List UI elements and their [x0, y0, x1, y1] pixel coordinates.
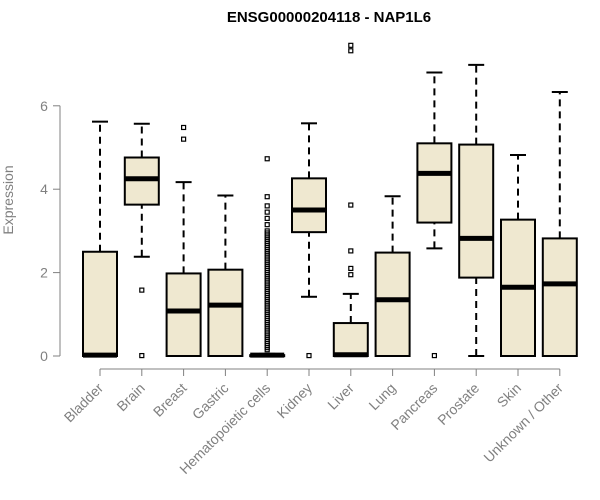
outlier-point — [139, 287, 145, 293]
x-tick-label: Bladder — [61, 380, 107, 426]
box-lung — [374, 195, 411, 357]
outlier-point — [264, 203, 270, 209]
outlier-point — [139, 352, 145, 359]
outlier-point — [306, 352, 312, 359]
x-tick-label: Breast — [150, 380, 190, 420]
box-breast — [165, 124, 202, 357]
outlier-point — [348, 248, 354, 254]
box-skin — [500, 154, 536, 357]
box-iqr — [374, 251, 411, 357]
x-tick-label: Skin — [494, 380, 525, 411]
box-iqr — [207, 268, 244, 357]
box-iqr — [82, 250, 118, 357]
x-tick-label: Kidney — [274, 380, 316, 422]
box-iqr — [416, 142, 453, 224]
box-brain — [123, 122, 160, 359]
y-axis: 0 2 4 6 — [40, 98, 61, 364]
box-iqr — [458, 143, 495, 279]
box-liver — [332, 42, 369, 358]
box-kidney — [291, 122, 327, 359]
box-gastric — [207, 194, 244, 357]
y-tick-label: 4 — [40, 181, 48, 197]
box-iqr — [291, 177, 327, 234]
boxes — [82, 42, 578, 359]
box-iqr — [332, 322, 369, 358]
box-unknown-other — [541, 91, 578, 358]
y-tick-label: 0 — [40, 348, 48, 364]
outlier-point — [181, 136, 187, 142]
box-iqr — [541, 237, 578, 358]
outlier-point — [264, 215, 270, 221]
y-tick-label: 2 — [40, 265, 48, 281]
box-bladder — [82, 120, 118, 358]
box-pancreas — [416, 71, 453, 359]
y-tick-label: 6 — [40, 98, 48, 114]
y-axis-label: Expression — [0, 165, 16, 234]
x-tick-label: Brain — [113, 380, 147, 414]
outlier-point — [348, 202, 354, 208]
outlier-point — [348, 265, 354, 272]
outlier-point — [348, 272, 354, 278]
x-tick-label: Unknown / Other — [480, 380, 566, 466]
outlier-point — [431, 352, 437, 359]
outlier-point — [264, 209, 270, 215]
x-tick-label: Prostate — [434, 380, 482, 428]
outlier-point — [264, 222, 270, 228]
box-prostate — [458, 63, 495, 357]
box-hematopoietic-cells — [249, 156, 286, 358]
x-tick-label: Liver — [324, 380, 357, 413]
outlier-point — [264, 194, 270, 200]
outlier-point — [264, 347, 270, 353]
outlier-point — [264, 156, 270, 162]
outlier-point — [348, 48, 354, 54]
outlier-point — [348, 42, 354, 48]
box-iqr — [165, 272, 202, 357]
outlier-point — [181, 124, 187, 131]
x-tick-label: Lung — [365, 380, 398, 413]
chart-title: ENSG00000204118 - NAP1L6 — [227, 9, 431, 26]
